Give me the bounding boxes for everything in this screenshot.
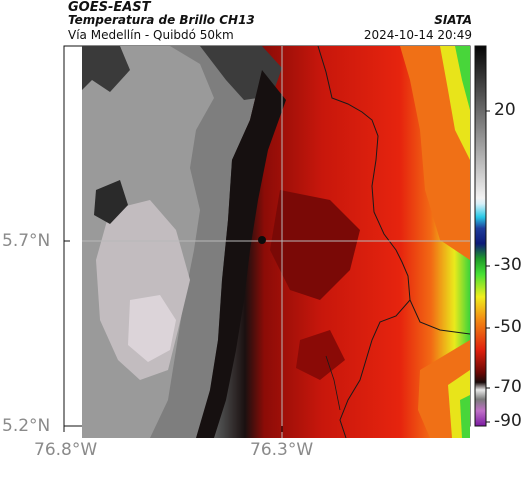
product-title: Temperatura de Brillo CH13 bbox=[68, 13, 255, 27]
lat-label: 5.2°N bbox=[2, 416, 51, 436]
department-border bbox=[317, 46, 470, 335]
region-subtitle: Vía Medellín - Quibdó 50km bbox=[68, 28, 234, 42]
colorbar-label: -30 bbox=[494, 255, 522, 275]
colorbar-label: -90 bbox=[494, 411, 522, 431]
colorbar bbox=[474, 45, 487, 427]
organization-label: SIATA bbox=[434, 13, 472, 27]
satellite-name: GOES-EAST bbox=[68, 0, 151, 15]
city-marker bbox=[258, 236, 266, 244]
brightness-temperature-field bbox=[82, 46, 470, 438]
datetime-label: 2024-10-14 20:49 bbox=[363, 28, 472, 42]
lon-label: 76.3°W bbox=[250, 440, 314, 460]
river-line bbox=[325, 355, 341, 411]
colorbar-label: -70 bbox=[494, 377, 522, 397]
lon-label: 76.8°W bbox=[34, 440, 98, 460]
colorbar-label: -50 bbox=[494, 317, 522, 337]
lat-label: 5.7°N bbox=[2, 231, 51, 251]
department-border-south bbox=[339, 299, 411, 438]
colorbar-label: 20 bbox=[494, 100, 516, 120]
